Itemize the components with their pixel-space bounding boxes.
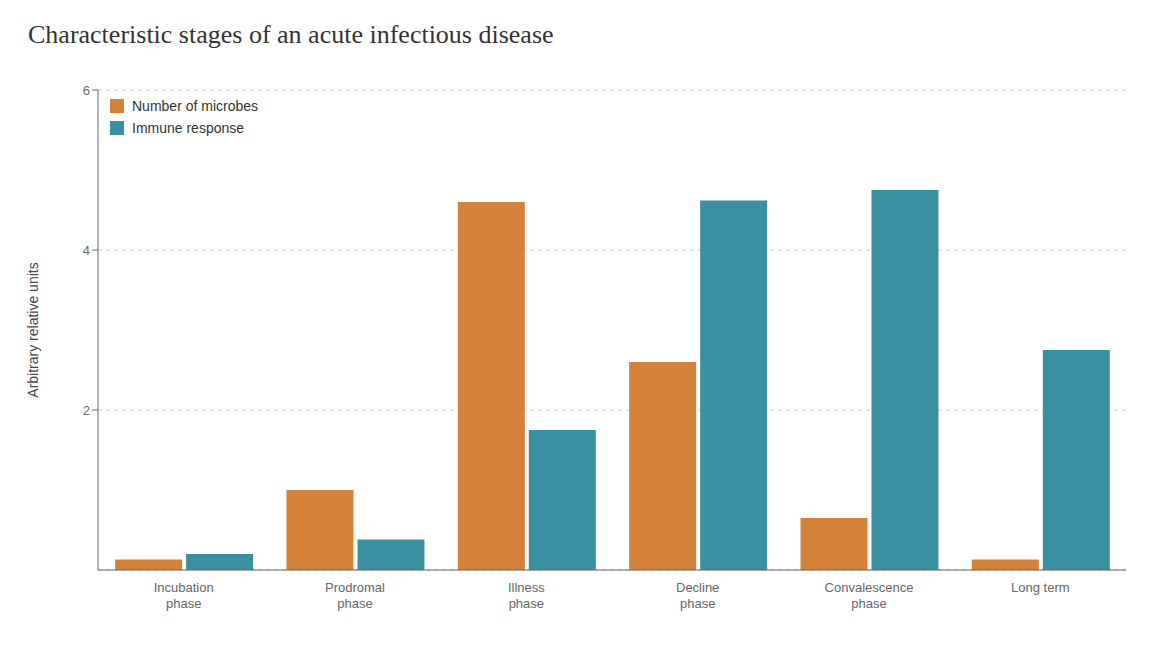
svg-text:Incubationphase: Incubationphase [154, 580, 214, 611]
html-text:Number of microbes: Number of microbes [132, 98, 258, 114]
html-text:Immune response: Immune response [132, 120, 245, 136]
svg-text:Convalescencephase: Convalescencephase [825, 580, 914, 611]
svg-text:Prodromalphase: Prodromalphase [325, 580, 385, 611]
svg-text:6: 6 [83, 83, 90, 98]
html-text:Characteristic stages of an ac: Characteristic stages of an acute infect… [28, 20, 554, 49]
svg-text:Illnessphase: Illnessphase [508, 580, 545, 611]
svg-text:Long term: Long term [1011, 580, 1070, 595]
svg-text:Declinephase: Declinephase [676, 580, 719, 611]
svg-text:2: 2 [83, 403, 90, 418]
svg-text:4: 4 [83, 243, 90, 258]
svg-text:Arbitrary relative units: Arbitrary relative units [25, 262, 41, 397]
